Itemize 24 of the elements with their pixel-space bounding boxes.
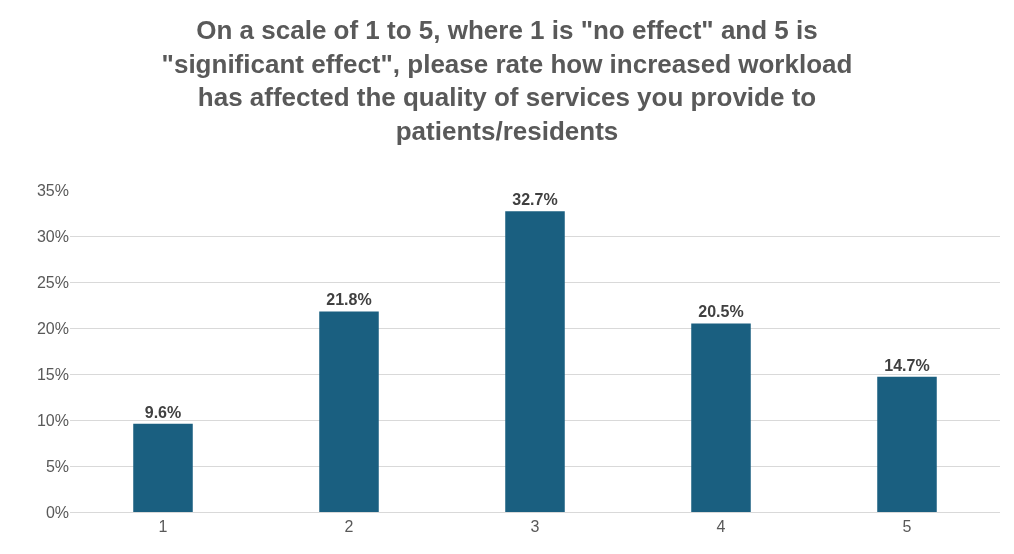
x-tick-label: 2 [344,518,354,536]
y-tick-label: 10% [36,411,69,429]
bar [133,423,193,512]
data-label: 21.8% [326,291,372,309]
x-tick-label: 3 [530,518,540,536]
bar [877,376,937,512]
y-tick-label: 35% [36,181,69,199]
bar [691,323,751,512]
y-tick-label: 20% [36,319,69,337]
y-tick-label: 5% [45,457,69,475]
bar [505,211,565,512]
bar [319,311,379,512]
data-label: 20.5% [698,303,744,321]
y-tick-label: 30% [36,227,69,245]
y-tick-label: 0% [45,503,69,521]
data-label: 14.7% [884,356,930,374]
chart-title: On a scale of 1 to 5, where 1 is "no effect" and 5 is "significant effect", please rate how increased workload has affected the quality of services you provide to patients/residents [161,14,853,147]
data-label: 9.6% [144,403,182,421]
x-tick-label: 1 [158,518,168,536]
x-tick-label: 5 [902,518,912,536]
x-tick-label: 4 [716,518,726,536]
data-label: 32.7% [512,191,558,209]
y-tick-label: 25% [36,273,69,291]
y-tick-label: 15% [36,365,69,383]
